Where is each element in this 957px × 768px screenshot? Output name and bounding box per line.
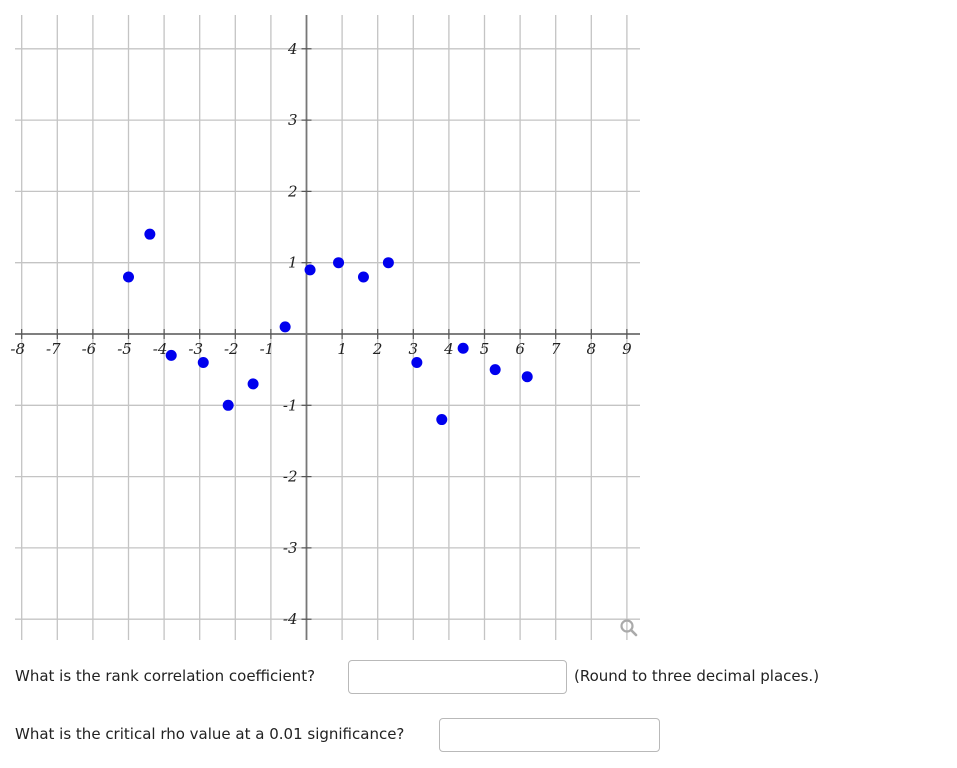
data-point [436,414,448,426]
magnifier-icon[interactable] [620,619,638,637]
x-tick-label: -1 [260,340,275,358]
x-tick-label: -2 [224,340,239,358]
x-tick-label: 6 [515,340,525,358]
x-tick-label: 8 [587,340,597,358]
data-point [521,371,533,383]
data-point [197,357,209,369]
y-tick-label: -4 [283,610,298,628]
data-point [165,349,177,361]
y-tick-label: 1 [288,254,298,272]
axes [15,15,640,640]
x-tick-label: 3 [409,340,419,358]
critical-rho-input[interactable] [439,718,660,752]
x-tick-label: 1 [337,340,347,358]
data-point [222,399,234,411]
data-point [144,228,156,240]
data-points [123,228,533,426]
data-point [357,271,369,283]
y-tick-label: 2 [287,182,298,200]
scatter-plot: -8 -7 -6 -5 -4 -3 -2 -1 1 2 3 4 5 6 7 8 9 -4 -3 -2 -1 1 2 3 4 [10,15,640,640]
x-tick-label: -7 [46,340,61,358]
y-tick-label: 4 [287,40,298,58]
x-tick-label: -8 [10,340,25,358]
rank-correlation-input[interactable] [348,660,567,694]
y-tick-label: -2 [283,468,298,486]
y-tick-label: -3 [283,539,298,557]
tick-labels: -8 -7 -6 -5 -4 -3 -2 -1 1 2 3 4 5 6 7 8 9 -4 -3 -2 -1 1 2 3 4 [10,40,632,628]
x-tick-label: 7 [551,340,561,358]
data-point [123,271,134,283]
rounding-note: (Round to three decimal places.) [574,667,820,685]
data-point [247,378,259,390]
question-rank-correlation: What is the rank correlation coefficient… [15,667,316,685]
x-tick-label: -4 [153,340,168,358]
data-point [279,321,291,333]
data-point [457,342,469,354]
grid-lines [15,15,640,640]
data-point [304,264,316,276]
data-point [382,257,394,269]
data-point [489,364,501,376]
x-tick-label: 5 [480,340,490,358]
data-point [333,257,345,269]
data-point [411,357,423,369]
x-tick-label: 4 [443,340,454,358]
y-tick-label: 3 [288,111,298,129]
x-tick-label: -6 [82,340,97,358]
x-tick-label: 9 [622,340,632,358]
x-tick-label: -5 [117,340,132,358]
question-critical-rho: What is the critical rho value at a 0.01… [15,725,405,743]
y-tick-label: -1 [283,396,298,414]
x-tick-label: -3 [188,340,203,358]
x-tick-label: 2 [372,340,383,358]
